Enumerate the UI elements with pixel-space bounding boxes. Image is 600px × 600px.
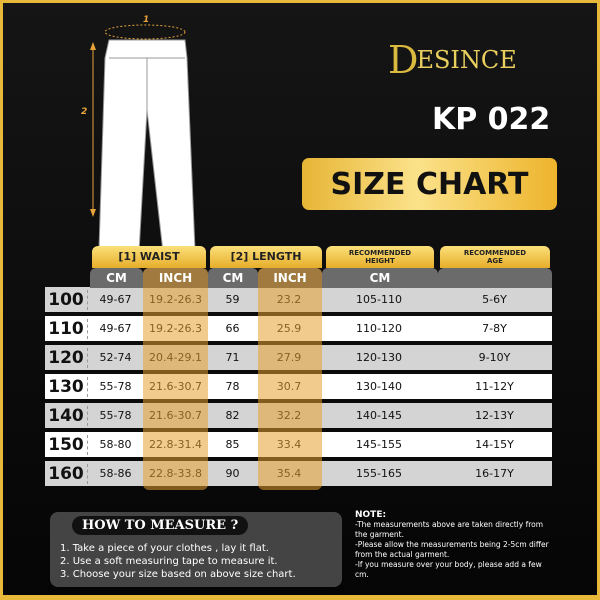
table-cell: 66 (225, 322, 240, 335)
header-waist: [1] WAIST (92, 246, 206, 268)
size-label: 160 (45, 463, 88, 484)
note-line: -The measurements above are taken direct… (355, 520, 544, 539)
table-cell: 5-6Y (482, 293, 507, 306)
logo-text: ESINCE (416, 46, 517, 74)
header-height: RECOMMENDED HEIGHT (326, 246, 434, 268)
sub-height-cm: CM (322, 268, 438, 288)
table-cell: 140-145 (356, 409, 402, 422)
size-label: 120 (45, 347, 88, 368)
note: NOTE: -The measurements above are taken … (355, 510, 555, 580)
table-cell: 52-74 (99, 351, 132, 364)
note-line: -Please allow the measurements being 2-5… (355, 540, 549, 559)
table-cell: 9-10Y (478, 351, 511, 364)
size-label: 140 (45, 405, 88, 426)
logo-initial: D (388, 38, 419, 82)
inch-highlight-length (258, 268, 322, 490)
how-to-measure-title: HOW TO MEASURE ? (72, 516, 249, 535)
table-cell: 58-80 (99, 438, 132, 451)
table-cell: 11-12Y (475, 380, 514, 393)
size-chart-title: SIZE CHART (302, 158, 557, 210)
sub-waist-inch: INCH (143, 268, 208, 288)
header-length: [2] LENGTH (210, 246, 322, 268)
bottom-border (0, 595, 600, 600)
table-cell: 85 (225, 438, 240, 451)
step: 2. Use a soft measuring tape to measure … (60, 556, 278, 567)
model-number: KP 022 (432, 102, 551, 137)
table-cell: 105-110 (356, 293, 402, 306)
sub-length-cm: CM (208, 268, 258, 288)
table-cell: 58-86 (99, 467, 132, 480)
note-title: NOTE: (355, 510, 387, 520)
table-cell: 49-67 (99, 293, 132, 306)
table-cell: 90 (225, 467, 240, 480)
table-cell: 55-78 (99, 409, 132, 422)
how-to-measure-box: HOW TO MEASURE ? 1. Take a piece of your… (50, 512, 342, 587)
table-cell: 82 (225, 409, 240, 422)
table-cell: 12-13Y (475, 409, 514, 422)
size-label: 100 (45, 289, 88, 310)
table-cell: 14-15Y (475, 438, 514, 451)
table-cell: 130-140 (356, 380, 402, 393)
size-label: 130 (45, 376, 88, 397)
note-line: -If you measure over your body, please a… (355, 560, 542, 579)
table-cell: 55-78 (99, 380, 132, 393)
table-cell: 16-17Y (475, 467, 514, 480)
table-cell: 7-8Y (482, 322, 507, 335)
step: 3. Choose your size based on above size … (60, 569, 296, 580)
table-cell: 110-120 (356, 322, 402, 335)
table-cell: 145-155 (356, 438, 402, 451)
table-cell: 120-130 (356, 351, 402, 364)
table-cell: 155-165 (356, 467, 402, 480)
sub-waist-cm: CM (90, 268, 143, 288)
table-cell: 78 (225, 380, 240, 393)
table-cell: 59 (225, 293, 240, 306)
waist-label: 1 (143, 15, 149, 25)
header-age: RECOMMENDED AGE (440, 246, 550, 268)
inch-highlight-waist (143, 268, 208, 490)
brand-logo: D ESINCE (388, 38, 517, 82)
size-label: 150 (45, 434, 88, 455)
table-cell: 71 (225, 351, 240, 364)
pants-diagram: 1 2 (81, 15, 196, 253)
size-label: 110 (45, 318, 88, 339)
step: 1. Take a piece of your clothes , lay it… (60, 543, 269, 554)
length-label: 2 (81, 107, 87, 117)
sub-length-inch: INCH (258, 268, 322, 288)
sub-age (438, 268, 552, 288)
table-cell: 49-67 (99, 322, 132, 335)
